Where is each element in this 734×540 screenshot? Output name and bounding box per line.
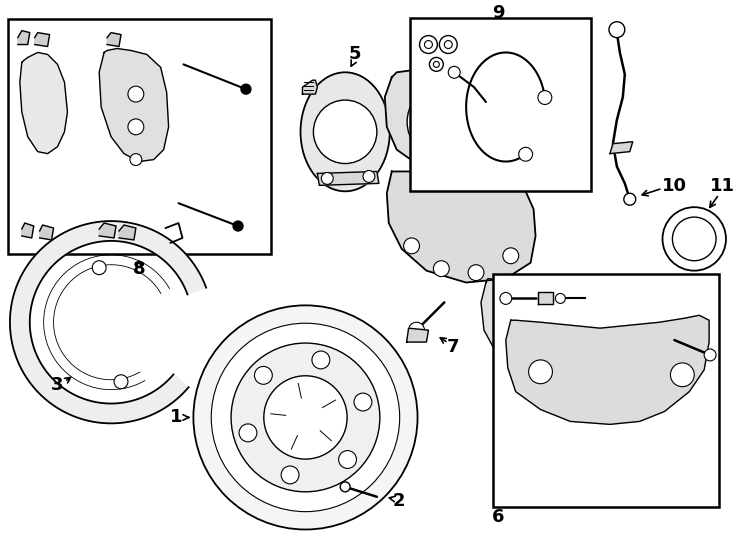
Circle shape: [704, 349, 716, 361]
Polygon shape: [506, 315, 709, 424]
Polygon shape: [20, 52, 68, 153]
Polygon shape: [22, 223, 34, 238]
Text: 4: 4: [440, 45, 453, 63]
Text: 2: 2: [393, 492, 405, 510]
Circle shape: [363, 171, 375, 183]
Circle shape: [92, 261, 106, 275]
Circle shape: [519, 147, 533, 161]
Circle shape: [241, 84, 251, 94]
Circle shape: [404, 238, 420, 254]
Polygon shape: [302, 80, 317, 94]
Polygon shape: [34, 32, 50, 46]
Text: 5: 5: [349, 45, 361, 63]
Circle shape: [409, 322, 424, 338]
Circle shape: [211, 323, 400, 511]
Circle shape: [672, 217, 716, 261]
Circle shape: [340, 482, 350, 492]
Circle shape: [444, 40, 452, 49]
Circle shape: [264, 376, 347, 459]
Circle shape: [313, 100, 377, 164]
Circle shape: [528, 360, 553, 384]
Polygon shape: [99, 49, 169, 161]
Polygon shape: [610, 141, 633, 153]
Bar: [8, 19, 271, 254]
Circle shape: [424, 40, 432, 49]
Circle shape: [448, 66, 460, 78]
Circle shape: [312, 351, 330, 369]
Polygon shape: [119, 225, 136, 240]
Circle shape: [281, 466, 299, 484]
Circle shape: [624, 193, 636, 205]
Polygon shape: [18, 31, 30, 44]
Circle shape: [239, 424, 257, 442]
Text: 7: 7: [447, 338, 459, 356]
Bar: [493, 274, 719, 507]
Ellipse shape: [300, 72, 390, 191]
Circle shape: [556, 293, 565, 303]
Polygon shape: [407, 328, 429, 342]
Circle shape: [354, 393, 372, 411]
Circle shape: [433, 261, 449, 276]
Circle shape: [420, 36, 437, 53]
Circle shape: [233, 221, 243, 231]
Polygon shape: [99, 223, 116, 238]
Circle shape: [130, 153, 142, 166]
Polygon shape: [10, 221, 206, 423]
Ellipse shape: [407, 90, 462, 154]
Polygon shape: [481, 279, 553, 368]
Text: 1: 1: [170, 408, 183, 427]
Circle shape: [193, 305, 418, 530]
Circle shape: [440, 36, 457, 53]
Text: 3: 3: [51, 376, 64, 394]
Circle shape: [433, 62, 440, 68]
Text: 11: 11: [710, 177, 734, 195]
Circle shape: [231, 343, 380, 492]
Circle shape: [255, 367, 272, 384]
Circle shape: [128, 86, 144, 102]
Circle shape: [503, 248, 519, 264]
Polygon shape: [107, 32, 121, 46]
Circle shape: [128, 119, 144, 135]
Polygon shape: [537, 293, 553, 305]
Circle shape: [114, 375, 128, 389]
Text: 10: 10: [662, 177, 687, 195]
Circle shape: [468, 265, 484, 281]
Text: 9: 9: [493, 4, 505, 22]
Circle shape: [670, 363, 694, 387]
Circle shape: [500, 293, 512, 305]
Text: 6: 6: [492, 508, 504, 525]
Text: 8: 8: [133, 260, 145, 278]
Polygon shape: [40, 225, 54, 240]
Circle shape: [321, 172, 333, 184]
Circle shape: [538, 91, 552, 104]
Circle shape: [609, 22, 625, 38]
Bar: [410, 18, 591, 191]
Polygon shape: [385, 70, 481, 172]
Circle shape: [663, 207, 726, 271]
Polygon shape: [387, 170, 536, 282]
Circle shape: [338, 450, 357, 468]
Circle shape: [429, 57, 443, 71]
Polygon shape: [317, 172, 379, 185]
